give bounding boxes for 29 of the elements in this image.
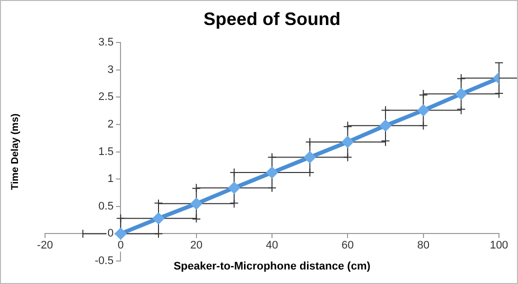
x-tick-label: 100 bbox=[490, 240, 508, 252]
x-tick-label: 40 bbox=[266, 240, 278, 252]
point bbox=[417, 104, 430, 116]
y-tick-label: 2 bbox=[108, 118, 114, 131]
point bbox=[455, 88, 468, 100]
y-tick-label: -0.5 bbox=[94, 255, 114, 268]
y-tick-label: 3 bbox=[108, 64, 114, 76]
point bbox=[190, 198, 202, 210]
y-tick-label: 1.5 bbox=[98, 146, 114, 158]
x-tick-label: 20 bbox=[190, 240, 202, 252]
x-tick-label: 80 bbox=[417, 240, 430, 252]
point bbox=[152, 212, 164, 224]
y-tick-label: 3.5 bbox=[98, 36, 114, 49]
x-axis-title: Speaker-to-Microphone distance (cm) bbox=[174, 260, 371, 272]
x-tick-label: -20 bbox=[37, 240, 53, 252]
point bbox=[114, 228, 127, 240]
y-tick-label: 0.5 bbox=[98, 200, 114, 212]
x-tick-label: 60 bbox=[342, 240, 354, 252]
point bbox=[342, 136, 354, 148]
y-tick-label: 1 bbox=[108, 173, 114, 186]
chart-title: Speed of Sound bbox=[204, 8, 340, 29]
y-tick-label: 0 bbox=[108, 228, 114, 240]
point bbox=[266, 166, 278, 179]
y-tick-label: 2.5 bbox=[98, 91, 114, 104]
x-tick-label: 0 bbox=[118, 240, 124, 252]
y-axis-title: Time Delay (ms) bbox=[10, 114, 21, 190]
point bbox=[228, 182, 240, 194]
point bbox=[380, 120, 392, 132]
point bbox=[304, 151, 316, 164]
